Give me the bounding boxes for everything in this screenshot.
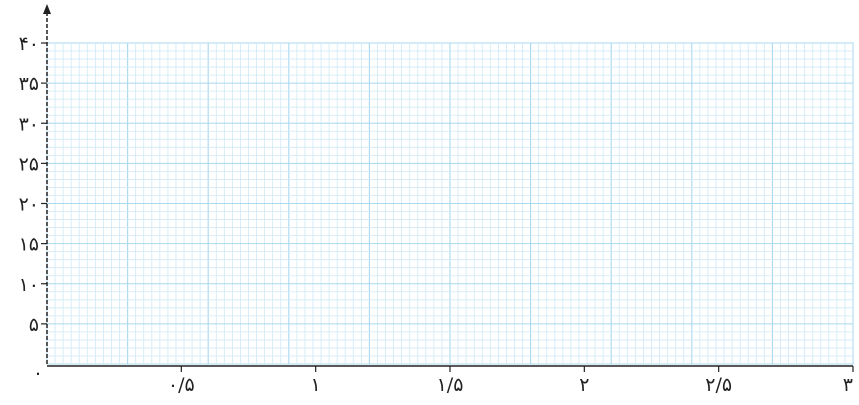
x-tick-label: ۱/۵ bbox=[437, 374, 464, 396]
y-tick-label: ۱۰ bbox=[19, 274, 39, 296]
y-tick-label: ۳۵ bbox=[19, 73, 39, 95]
ticks bbox=[41, 42, 854, 372]
grid bbox=[46, 42, 854, 365]
x-tick-label: ۲ bbox=[579, 374, 589, 396]
y-axis-arrow bbox=[43, 4, 51, 14]
y-tick-label: ۵ bbox=[29, 314, 39, 336]
x-tick-label: ۳ bbox=[843, 374, 853, 396]
y-tick-label: ۳۰ bbox=[19, 113, 39, 135]
y-tick-label: ۲۰ bbox=[19, 194, 39, 216]
y-tick-label: ۲۵ bbox=[19, 153, 39, 175]
x-tick-label: ۰/۵ bbox=[168, 374, 195, 396]
y-tick-label: ۱۵ bbox=[19, 234, 39, 256]
x-tick-label: ۱ bbox=[311, 374, 321, 396]
origin-label: ۰ bbox=[33, 362, 43, 384]
y-tick-label: ۴۰ bbox=[19, 33, 39, 55]
x-tick-label: ۲/۵ bbox=[705, 374, 732, 396]
